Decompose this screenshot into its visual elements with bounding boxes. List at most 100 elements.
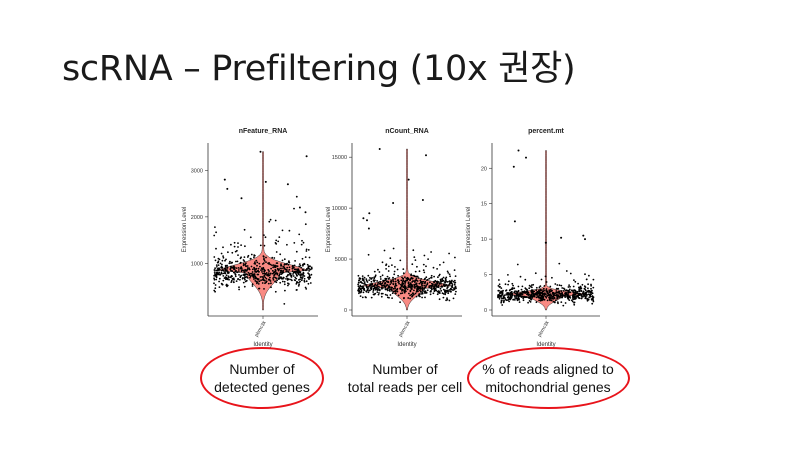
data-point: [358, 292, 360, 295]
outlier-point: [240, 197, 243, 200]
data-point: [538, 299, 540, 302]
data-point: [524, 278, 527, 281]
data-point: [397, 274, 399, 277]
data-point: [243, 285, 246, 288]
data-point: [276, 279, 278, 282]
data-point: [233, 265, 235, 268]
data-point: [280, 264, 282, 267]
data-point: [266, 273, 269, 276]
data-point: [241, 277, 244, 280]
data-point: [299, 276, 302, 279]
data-point: [246, 265, 249, 267]
data-point: [283, 277, 285, 279]
data-point: [271, 269, 274, 272]
data-point: [579, 288, 582, 290]
data-point: [385, 277, 388, 280]
data-point: [269, 276, 271, 279]
data-point: [558, 292, 561, 295]
data-point: [501, 304, 504, 306]
data-point: [425, 284, 427, 287]
data-point: [578, 286, 580, 289]
data-point: [276, 265, 279, 268]
data-point: [451, 283, 454, 285]
data-point: [265, 261, 267, 263]
data-point: [270, 286, 272, 289]
data-point: [276, 262, 279, 264]
data-point: [380, 286, 383, 289]
y-tick-label: 3000: [191, 168, 203, 174]
data-point: [279, 273, 281, 276]
data-point: [584, 294, 586, 297]
data-point: [232, 277, 235, 280]
data-point: [258, 262, 261, 265]
y-tick-label: 5: [484, 273, 487, 279]
data-point: [550, 290, 553, 292]
data-point: [590, 284, 592, 287]
data-point: [389, 283, 392, 286]
data-point: [214, 259, 217, 262]
data-point: [247, 271, 250, 274]
data-point: [262, 256, 265, 258]
data-point: [359, 285, 362, 288]
data-point: [384, 282, 387, 285]
data-point: [543, 298, 546, 301]
outlier-point: [421, 199, 424, 201]
data-point: [430, 274, 433, 277]
data-point: [260, 279, 262, 282]
data-point: [265, 256, 267, 259]
data-point: [384, 285, 387, 288]
data-point: [392, 283, 395, 285]
data-point: [542, 288, 545, 290]
data-point: [292, 264, 294, 267]
data-point: [370, 296, 373, 299]
data-point: [545, 281, 548, 283]
data-point: [538, 294, 541, 297]
data-point: [404, 288, 407, 291]
data-point: [380, 295, 383, 298]
data-point: [267, 282, 270, 285]
outlier-point: [582, 234, 585, 237]
data-point: [246, 267, 249, 269]
data-point: [569, 272, 572, 275]
data-point: [446, 287, 448, 289]
data-point: [449, 290, 452, 293]
data-point: [444, 292, 447, 294]
data-point: [455, 290, 457, 293]
data-point: [281, 259, 284, 262]
data-point: [564, 292, 566, 295]
data-point: [254, 261, 256, 264]
data-point: [389, 280, 392, 283]
data-point: [310, 266, 313, 269]
caption-line: Number of: [372, 361, 438, 377]
data-point: [301, 277, 303, 280]
data-point: [423, 288, 426, 290]
data-point: [293, 242, 296, 244]
data-point: [506, 292, 508, 295]
data-point: [294, 260, 296, 262]
data-point: [549, 285, 552, 288]
data-point: [411, 277, 414, 280]
data-point: [580, 297, 583, 300]
data-point: [244, 278, 246, 281]
data-point: [517, 296, 520, 299]
data-point: [419, 281, 422, 284]
data-point: [560, 284, 563, 287]
data-point: [286, 262, 288, 265]
data-point: [238, 286, 240, 289]
data-point: [453, 288, 456, 291]
data-point: [358, 277, 361, 280]
data-point: [287, 263, 290, 266]
data-point: [361, 282, 364, 284]
data-point: [528, 284, 531, 287]
data-point: [225, 274, 228, 277]
data-point: [256, 264, 258, 267]
data-point: [301, 257, 304, 260]
data-point: [287, 271, 290, 273]
outlier-point: [362, 217, 365, 220]
data-point: [298, 233, 301, 236]
data-point: [399, 301, 401, 304]
data-point: [538, 286, 541, 289]
data-point: [541, 299, 543, 302]
data-point: [421, 284, 423, 287]
data-point: [217, 264, 220, 266]
